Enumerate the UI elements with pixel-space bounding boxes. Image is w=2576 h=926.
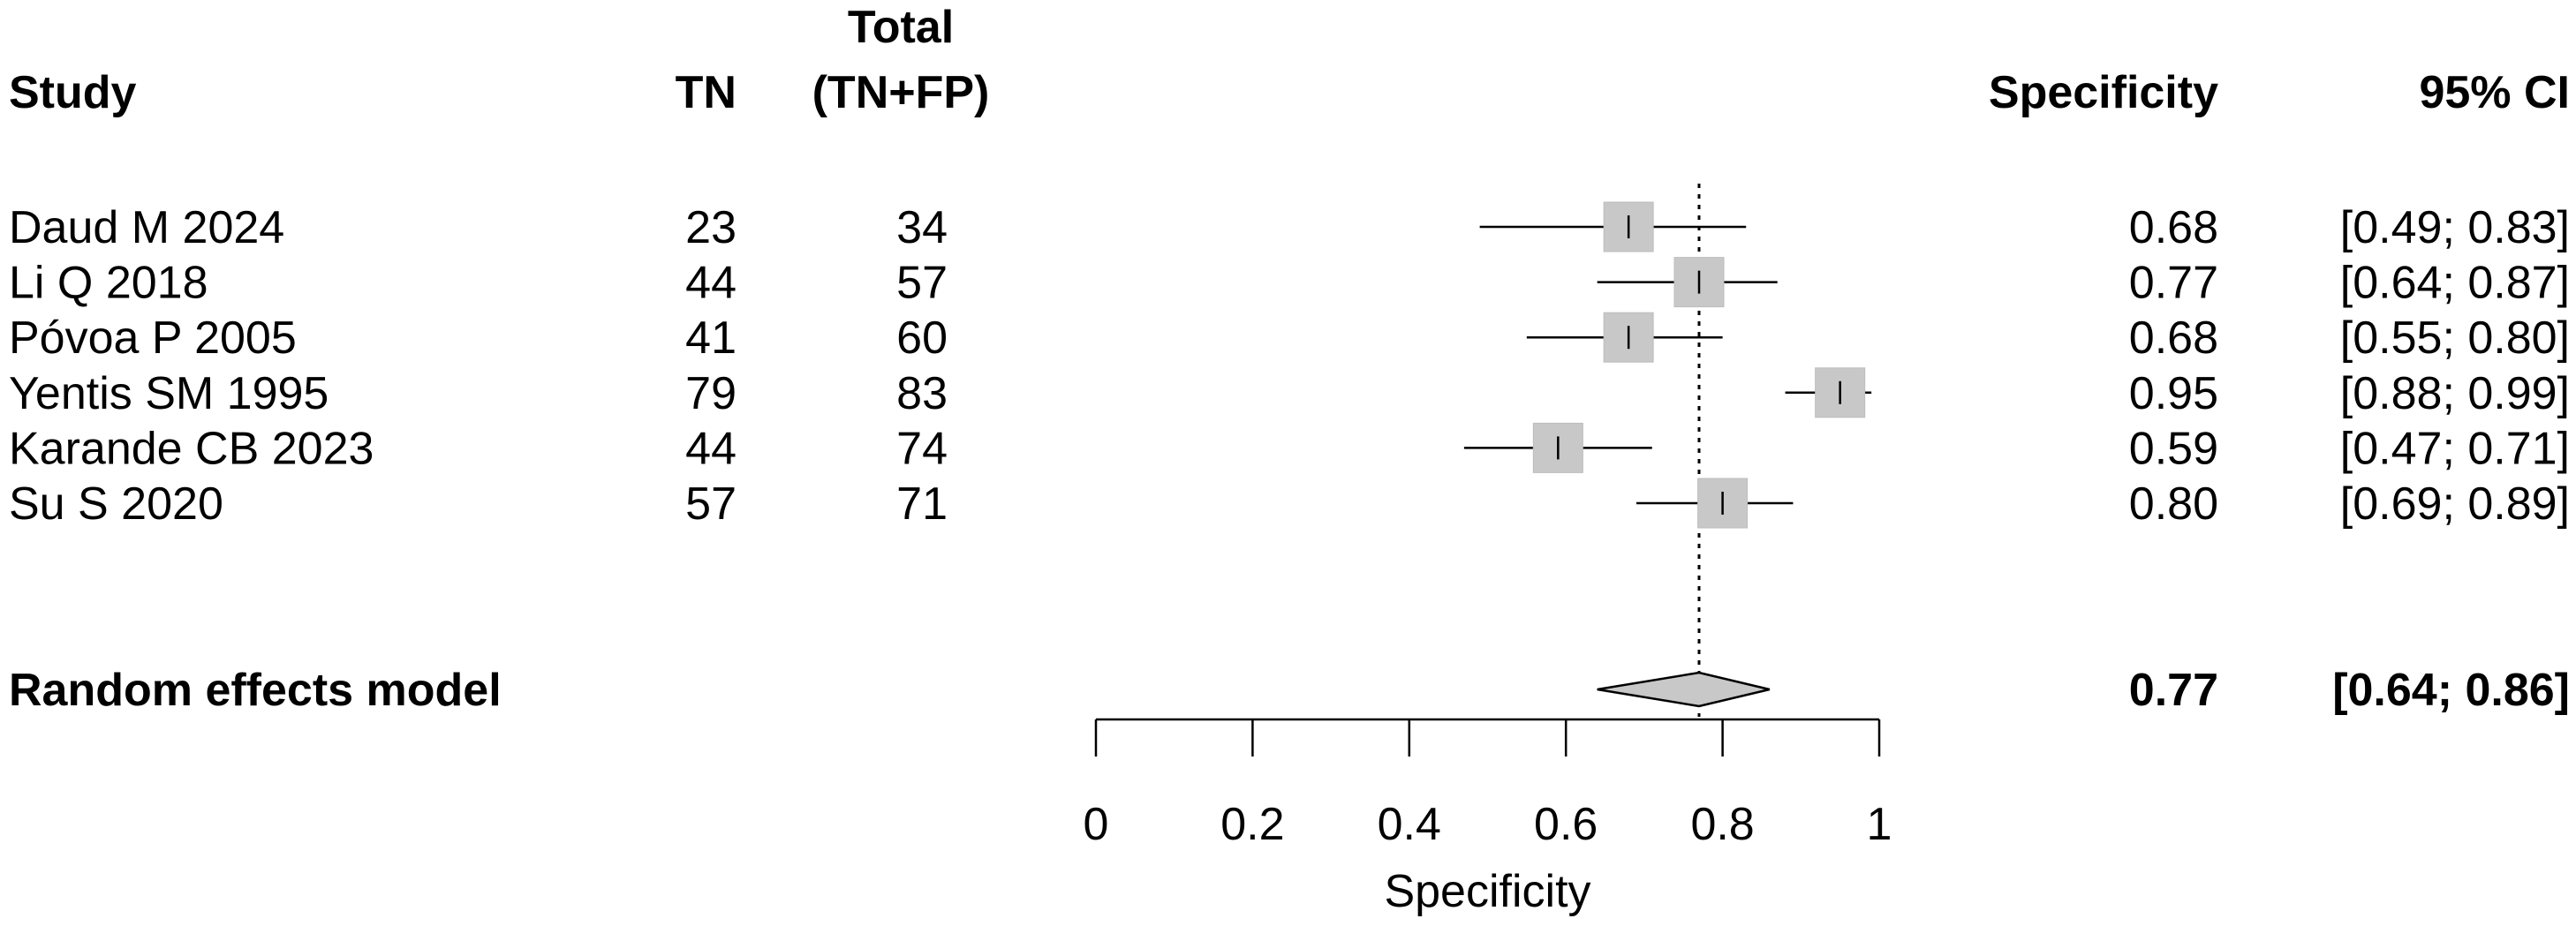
header-study: Study	[9, 67, 137, 118]
study-total: 71	[896, 478, 948, 530]
study-rows: Daud M 2024 23 34 0.68 [0.49; 0.83] Li Q 2018…	[9, 202, 2570, 716]
study-weight-box	[1815, 367, 1866, 418]
header-row: Study TN Total (TN+FP) Specificity 95% C…	[9, 2, 2570, 118]
study-ci: [0.88; 0.99]	[2340, 368, 2570, 419]
x-axis: 0 0.2 0.4 0.6 0.8 1 Specificity	[1084, 718, 1892, 917]
study-total: 57	[896, 258, 948, 309]
x-tick-label: 0.8	[1690, 799, 1754, 850]
study-specificity: 0.95	[2129, 368, 2218, 419]
study-tn: 44	[685, 423, 737, 474]
study-specificity: 0.77	[2129, 258, 2218, 309]
study-specificity: 0.68	[2129, 312, 2218, 364]
study-ci: [0.64; 0.87]	[2340, 258, 2570, 309]
pooled-diamond	[1597, 671, 1771, 708]
header-tn: TN	[676, 67, 737, 118]
study-name: Su S 2020	[9, 478, 223, 530]
x-tick-label: 0.6	[1534, 799, 1598, 850]
study-tn: 44	[685, 258, 737, 309]
study-specificity: 0.59	[2129, 423, 2218, 474]
study-name: Karande CB 2023	[9, 423, 374, 474]
study-ci: [0.49; 0.83]	[2340, 202, 2570, 253]
x-tick-label: 0.4	[1378, 799, 1441, 850]
study-ci: [0.47; 0.71]	[2340, 423, 2570, 474]
study-ci: [0.55; 0.80]	[2340, 312, 2570, 364]
x-tick-label: 1	[1867, 799, 1892, 850]
study-ci: [0.69; 0.89]	[2340, 478, 2570, 530]
study-total: 74	[896, 423, 948, 474]
study-specificity: 0.68	[2129, 202, 2218, 253]
pooled-ci: [0.64; 0.86]	[2332, 665, 2570, 716]
x-axis-label: Specificity	[1384, 866, 1590, 917]
study-specificity: 0.80	[2129, 478, 2218, 530]
plot-area	[1463, 184, 1872, 717]
pooled-specificity: 0.77	[2129, 665, 2218, 716]
study-name: Daud M 2024	[9, 202, 284, 253]
study-name: Yentis SM 1995	[9, 368, 329, 419]
study-total: 83	[896, 368, 948, 419]
header-total-line1: Total	[848, 2, 954, 53]
header-total-line2: (TN+FP)	[812, 67, 990, 118]
x-tick-label: 0	[1084, 799, 1109, 850]
study-tn: 57	[685, 478, 737, 530]
study-total: 34	[896, 202, 948, 253]
x-tick-label: 0.2	[1220, 799, 1284, 850]
study-name: Póvoa P 2005	[9, 312, 297, 364]
study-total: 60	[896, 312, 948, 364]
study-name: Li Q 2018	[9, 258, 208, 309]
header-ci: 95% CI	[2419, 67, 2570, 118]
study-tn: 79	[685, 368, 737, 419]
study-tn: 41	[685, 312, 737, 364]
pooled-label: Random effects model	[9, 665, 502, 716]
study-tn: 23	[685, 202, 737, 253]
header-specificity: Specificity	[1989, 67, 2218, 118]
